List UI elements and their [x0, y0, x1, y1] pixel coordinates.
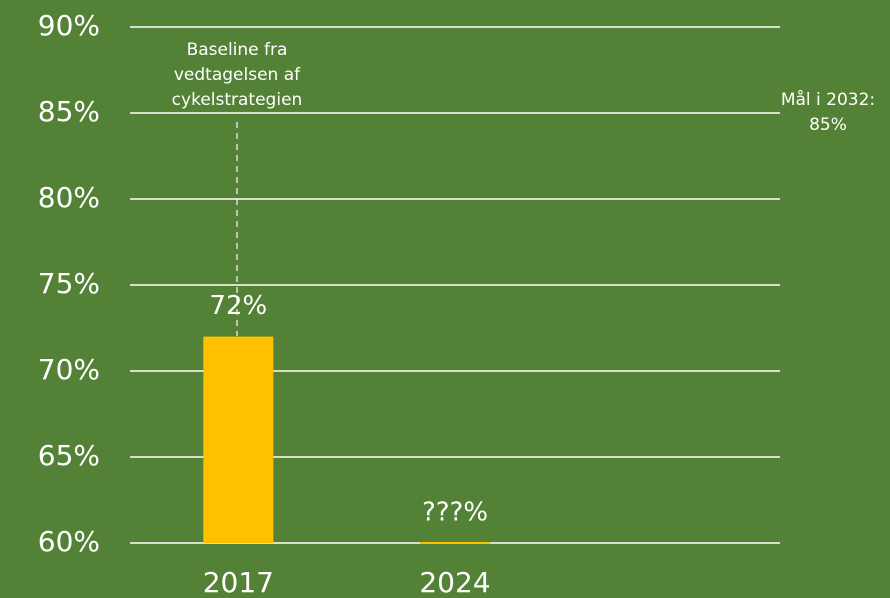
y-tick-label: 65%	[38, 439, 100, 472]
annotation: vedtagelsen af	[174, 65, 301, 85]
bar	[203, 336, 274, 543]
annotation: Baseline fra	[187, 40, 288, 60]
y-tick-label: 85%	[38, 95, 100, 128]
y-tick-label: 90%	[38, 9, 100, 42]
annotation: Mål i 2032:	[781, 89, 875, 110]
y-tick-label: 75%	[38, 267, 100, 300]
annotation: cykelstrategien	[172, 90, 303, 110]
x-tick-label: 2017	[203, 566, 274, 598]
y-tick-label: 70%	[38, 353, 100, 386]
bar	[420, 542, 490, 544]
x-tick-label: 2024	[419, 566, 490, 598]
y-tick-label: 60%	[38, 525, 100, 558]
value-label: ???%	[422, 498, 488, 528]
y-tick-label: 80%	[38, 181, 100, 214]
annotation: 85%	[809, 115, 847, 135]
value-label: 72%	[209, 291, 267, 321]
